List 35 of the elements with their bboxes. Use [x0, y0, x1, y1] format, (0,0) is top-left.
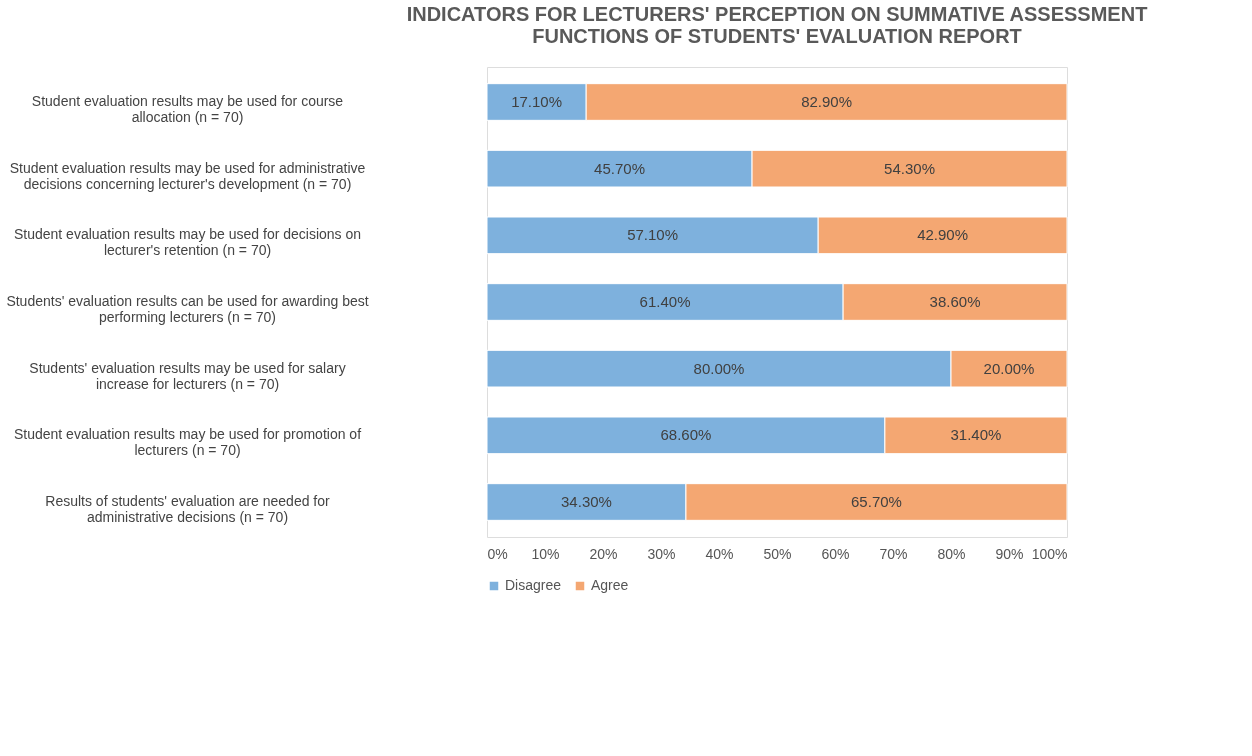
data-label: 42.90%: [917, 226, 969, 244]
x-tick-label: 90%: [995, 545, 1024, 562]
data-label: 80.00%: [693, 359, 745, 377]
data-label: 68.60%: [660, 426, 712, 444]
x-tick-label: 0%: [487, 545, 508, 562]
x-tick-label: 50%: [763, 545, 792, 562]
y-tick-label: Results of students' evaluation are needed for administrative decisions (n = 70): [45, 493, 331, 525]
data-label: 54.30%: [884, 159, 935, 177]
legend-label: Disagree: [505, 577, 562, 593]
legend-label: Agree: [591, 577, 629, 593]
y-tick-label: Student evaluation results may be used for course allocation (n = 70): [31, 93, 344, 125]
data-label: 17.10%: [511, 93, 563, 110]
x-tick-label: 80%: [937, 545, 966, 562]
data-label: 82.90%: [801, 93, 853, 110]
data-label: 65.70%: [851, 493, 902, 510]
data-label: 45.70%: [594, 159, 645, 177]
data-label: 34.30%: [561, 493, 612, 510]
x-tick-label: 70%: [879, 545, 908, 562]
x-tick-label: 30%: [647, 545, 676, 562]
data-label: 20.00%: [983, 359, 1035, 377]
chart-title: INDICATORS FOR LECTURERS' PERCEPTION ON SUMMATIVE ASSESSMENT FUNCTIONS OF STUDENTS' EVALUATION REPORT: [406, 3, 1148, 47]
y-tick-label: Student evaluation results may be used for promotion of lecturers (n = 70): [13, 426, 362, 459]
x-tick-label: 40%: [705, 545, 734, 562]
y-tick-label: Students' evaluation results may be used for salary increase for lecturers (n = 70): [29, 359, 346, 392]
data-label: 61.40%: [639, 293, 691, 310]
x-tick-label: 60%: [821, 545, 850, 562]
x-tick-label: 100%: [1031, 545, 1068, 562]
data-label: 57.10%: [627, 226, 679, 244]
y-tick-label: Student evaluation results may be used for administrative decisions concerning lecturer's development (n = 70): [9, 159, 366, 192]
data-label: 31.40%: [950, 426, 1002, 444]
x-tick-label: 10%: [531, 545, 560, 562]
y-tick-label: Student evaluation results may be used for decisions on lecturer's retention (n = 70): [13, 226, 362, 259]
x-tick-label: 20%: [589, 545, 618, 562]
y-tick-label: Students' evaluation results can be used for awarding best performing lecturers (n = 70): [6, 293, 369, 325]
data-label: 38.60%: [929, 293, 981, 310]
